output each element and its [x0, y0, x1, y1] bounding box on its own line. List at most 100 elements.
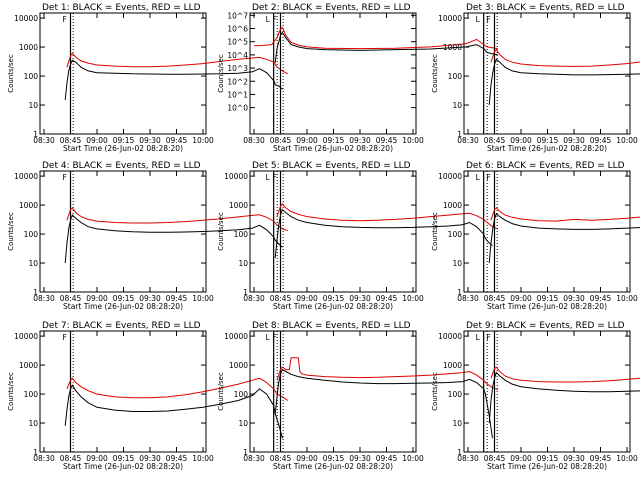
- x-tick-label: 09:45: [166, 136, 188, 145]
- marker-L: L: [266, 333, 271, 342]
- series-events: [274, 31, 498, 63]
- series-events: [64, 384, 283, 439]
- x-tick-label: 09:30: [349, 454, 371, 463]
- y-tick-label: 10000: [438, 14, 462, 23]
- series-lld: [66, 52, 289, 75]
- series-lld: [276, 357, 499, 391]
- panel-title: Det 8: BLACK = Events, RED = LLD: [252, 321, 411, 331]
- marker-F: F: [487, 15, 491, 24]
- x-tick-label: 09:45: [590, 136, 612, 145]
- x-tick-label: 09:15: [113, 136, 135, 145]
- x-tick-label: 08:30: [457, 294, 479, 303]
- x-axis-label: Start Time (26-Jun-02 08:28:20): [273, 144, 393, 153]
- y-tick-label: 10: [238, 419, 248, 428]
- x-tick-label: 10:00: [616, 136, 638, 145]
- series-lld: [253, 26, 498, 50]
- series-events: [274, 208, 493, 258]
- panel-det-7: Det 7: BLACK = Events, RED = LLD Counts/s…: [7, 321, 289, 471]
- x-tick-label: 10:00: [402, 454, 424, 463]
- marker-F: F: [487, 333, 491, 342]
- y-tick-label: 1000: [19, 43, 38, 52]
- marker-L: L: [476, 15, 481, 24]
- x-tick-label: 09:45: [376, 454, 398, 463]
- panel-title: Det 2: BLACK = Events, RED = LLD: [252, 3, 411, 13]
- y-tick-label: 10^2: [227, 77, 248, 86]
- x-tick-label: 09:15: [113, 294, 135, 303]
- y-tick-label: 100: [234, 230, 249, 239]
- y-tick-label: 1000: [19, 201, 38, 210]
- x-tick-label: 09:45: [376, 136, 398, 145]
- x-axis-label: Start Time (26-Jun-02 08:28:20): [487, 462, 607, 471]
- marker-L: L: [476, 173, 481, 182]
- y-tick-label: 100: [448, 72, 463, 81]
- x-tick-label: 09:30: [563, 454, 585, 463]
- y-tick-label: 10^7: [227, 11, 248, 20]
- marker-F: F: [63, 333, 67, 342]
- x-tick-label: 08:45: [60, 454, 82, 463]
- x-tick-label: 10:00: [192, 294, 214, 303]
- x-tick-label: 09:15: [323, 294, 345, 303]
- y-axis-label: Counts/sec: [431, 212, 439, 251]
- x-tick-label: 09:00: [296, 294, 318, 303]
- series-lld: [276, 203, 498, 230]
- panel-det-9: Det 9: BLACK = Events, RED = LLD Counts/s…: [431, 321, 640, 471]
- marker-F: F: [273, 173, 277, 182]
- x-tick-label: 09:15: [323, 136, 345, 145]
- y-tick-label: 10^5: [227, 38, 248, 47]
- y-axis-label: Counts/sec: [7, 212, 15, 251]
- x-tick-label: 09:00: [510, 294, 532, 303]
- x-tick-label: 09:30: [563, 294, 585, 303]
- x-tick-label: 09:45: [376, 294, 398, 303]
- plot-frame: [249, 170, 417, 293]
- x-axis-label: Start Time (26-Jun-02 08:28:20): [63, 302, 183, 311]
- plot-frame: [39, 330, 207, 453]
- x-tick-label: 08:45: [270, 136, 292, 145]
- y-tick-label: 10000: [224, 172, 248, 181]
- y-tick-label: 1: [33, 448, 38, 457]
- marker-F: F: [273, 15, 277, 24]
- y-tick-label: 10: [452, 101, 462, 110]
- y-tick-label: 10: [28, 101, 38, 110]
- x-axis-label: Start Time (26-Jun-02 08:28:20): [63, 462, 183, 471]
- x-axis-label: Start Time (26-Jun-02 08:28:20): [487, 302, 607, 311]
- y-tick-label: 10: [452, 419, 462, 428]
- panel-title: Det 3: BLACK = Events, RED = LLD: [466, 3, 625, 13]
- x-tick-label: 10:00: [402, 294, 424, 303]
- y-axis-label: Counts/sec: [217, 54, 225, 93]
- y-tick-label: 1000: [19, 361, 38, 370]
- plot-frame: [463, 12, 631, 135]
- panel-title: Det 4: BLACK = Events, RED = LLD: [42, 161, 201, 171]
- series-lld: [490, 207, 640, 222]
- panel-det-1: Det 1: BLACK = Events, RED = LLD Counts/s…: [7, 3, 289, 153]
- y-tick-label: 10: [238, 259, 248, 268]
- x-tick-label: 08:45: [484, 294, 506, 303]
- panel-title: Det 6: BLACK = Events, RED = LLD: [466, 161, 625, 171]
- x-tick-label: 09:30: [139, 294, 161, 303]
- x-tick-label: 09:30: [563, 136, 585, 145]
- x-tick-label: 08:45: [60, 136, 82, 145]
- x-tick-label: 09:30: [139, 136, 161, 145]
- y-tick-label: 1000: [443, 201, 462, 210]
- panel-det-8: Det 8: BLACK = Events, RED = LLD Counts/s…: [217, 321, 499, 471]
- x-tick-label: 08:45: [484, 136, 506, 145]
- y-tick-label: 100: [24, 230, 39, 239]
- y-tick-label: 10000: [224, 332, 248, 341]
- x-tick-label: 08:30: [33, 294, 55, 303]
- x-tick-label: 10:00: [616, 454, 638, 463]
- y-tick-label: 10000: [14, 172, 38, 181]
- series-events: [274, 368, 493, 439]
- x-tick-label: 08:45: [60, 294, 82, 303]
- panel-det-6: Det 6: BLACK = Events, RED = LLD Counts/s…: [431, 161, 640, 311]
- panel-title: Det 9: BLACK = Events, RED = LLD: [466, 321, 625, 331]
- y-tick-label: 1: [33, 288, 38, 297]
- x-tick-label: 08:30: [457, 454, 479, 463]
- x-tick-label: 09:15: [537, 294, 559, 303]
- x-axis-label: Start Time (26-Jun-02 08:28:20): [273, 462, 393, 471]
- y-tick-label: 10000: [438, 332, 462, 341]
- y-tick-label: 10^4: [227, 51, 248, 60]
- x-tick-label: 08:30: [33, 454, 55, 463]
- y-tick-label: 100: [448, 230, 463, 239]
- x-tick-label: 08:45: [270, 294, 292, 303]
- x-tick-label: 09:00: [86, 136, 108, 145]
- y-tick-label: 100: [234, 390, 249, 399]
